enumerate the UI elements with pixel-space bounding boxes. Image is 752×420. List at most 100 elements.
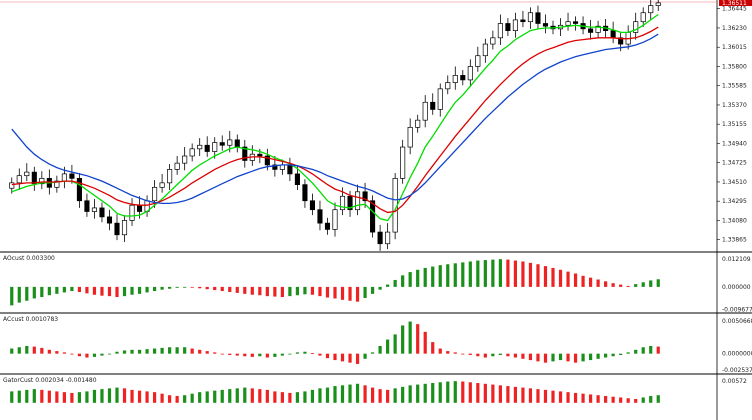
candle[interactable] bbox=[497, 14, 503, 45]
accust-pane[interactable] bbox=[10, 321, 660, 364]
candle[interactable] bbox=[91, 198, 97, 219]
gatorcust-bar bbox=[476, 383, 480, 403]
price-pane[interactable] bbox=[0, 0, 716, 251]
candle[interactable] bbox=[31, 166, 37, 191]
candle[interactable] bbox=[640, 7, 646, 28]
candle[interactable] bbox=[573, 16, 579, 31]
candle[interactable] bbox=[482, 38, 488, 63]
candle[interactable] bbox=[24, 163, 30, 182]
candle[interactable] bbox=[437, 83, 443, 117]
candle[interactable] bbox=[542, 14, 549, 34]
candle[interactable] bbox=[565, 12, 571, 31]
candle[interactable] bbox=[99, 202, 105, 223]
gatorcust-pane[interactable] bbox=[10, 381, 660, 403]
candle[interactable] bbox=[39, 171, 45, 190]
candle[interactable] bbox=[114, 214, 120, 241]
candle[interactable] bbox=[505, 18, 511, 37]
candle[interactable] bbox=[580, 16, 586, 35]
gatorcust-bar bbox=[265, 389, 269, 403]
candle[interactable] bbox=[242, 139, 248, 168]
candle[interactable] bbox=[76, 173, 82, 208]
candle[interactable] bbox=[16, 168, 22, 191]
candle[interactable] bbox=[317, 200, 323, 231]
candle[interactable] bbox=[385, 223, 391, 250]
candle-body bbox=[460, 75, 466, 81]
candle[interactable] bbox=[633, 12, 639, 40]
gatorcust-bar bbox=[92, 389, 97, 403]
candle[interactable] bbox=[490, 30, 496, 50]
candle[interactable] bbox=[249, 145, 255, 166]
aocust-pane[interactable] bbox=[10, 259, 660, 306]
candle[interactable] bbox=[324, 217, 331, 235]
candle[interactable] bbox=[9, 177, 15, 194]
candle[interactable] bbox=[355, 184, 361, 216]
gatorcust-bar bbox=[325, 387, 330, 403]
candle[interactable] bbox=[422, 95, 428, 128]
candle[interactable] bbox=[595, 20, 601, 38]
candle[interactable] bbox=[167, 164, 173, 191]
candle-body bbox=[16, 175, 22, 184]
candle[interactable] bbox=[174, 155, 180, 175]
candle[interactable] bbox=[332, 202, 338, 237]
accust-bar bbox=[408, 321, 412, 354]
candle[interactable] bbox=[655, 0, 661, 11]
candle[interactable] bbox=[84, 193, 90, 217]
aocust-bar bbox=[325, 286, 330, 298]
aocust-bar bbox=[566, 271, 570, 287]
candle[interactable] bbox=[287, 157, 293, 182]
candle[interactable] bbox=[189, 143, 195, 162]
candle[interactable] bbox=[219, 135, 225, 151]
accust-bar bbox=[318, 353, 322, 356]
candle[interactable] bbox=[535, 5, 541, 29]
candle[interactable] bbox=[197, 138, 203, 156]
candle[interactable] bbox=[144, 195, 150, 217]
gatorcust-bar bbox=[355, 383, 360, 403]
accust-bar bbox=[468, 353, 472, 355]
candle[interactable] bbox=[407, 118, 413, 155]
candle-body bbox=[339, 195, 346, 211]
candle[interactable] bbox=[302, 179, 308, 208]
candle[interactable] bbox=[527, 7, 533, 29]
candle-body bbox=[640, 12, 646, 23]
candle[interactable] bbox=[106, 209, 113, 231]
accust-bar bbox=[145, 349, 149, 354]
aocust-bar bbox=[310, 286, 315, 295]
candle[interactable] bbox=[415, 114, 421, 133]
candle[interactable] bbox=[370, 195, 376, 238]
candle[interactable] bbox=[452, 66, 458, 90]
candle-body bbox=[69, 173, 75, 179]
candle[interactable] bbox=[377, 224, 383, 251]
aocust-axis-label: 0.012109 bbox=[722, 256, 751, 263]
candle[interactable] bbox=[648, 0, 654, 20]
candle[interactable] bbox=[54, 175, 60, 193]
candle[interactable] bbox=[212, 137, 218, 159]
candle[interactable] bbox=[512, 12, 518, 38]
candle[interactable] bbox=[400, 139, 406, 184]
candle-body bbox=[197, 144, 203, 150]
candle[interactable] bbox=[475, 46, 481, 72]
candle[interactable] bbox=[467, 59, 473, 88]
candle[interactable] bbox=[460, 70, 466, 86]
candle[interactable] bbox=[234, 134, 240, 153]
candle[interactable] bbox=[430, 93, 436, 115]
candle[interactable] bbox=[309, 193, 315, 216]
candle[interactable] bbox=[121, 215, 128, 242]
candle[interactable] bbox=[129, 198, 135, 226]
candle[interactable] bbox=[588, 19, 594, 40]
candle[interactable] bbox=[204, 136, 210, 157]
aocust-bar bbox=[295, 286, 300, 296]
aocust-bar bbox=[265, 286, 269, 297]
candle-body bbox=[370, 200, 376, 233]
candle[interactable] bbox=[610, 21, 616, 44]
aocust-bar bbox=[47, 286, 51, 296]
candle[interactable] bbox=[520, 10, 526, 28]
accust-bar bbox=[551, 353, 555, 362]
candle[interactable] bbox=[182, 147, 188, 171]
candle[interactable] bbox=[445, 75, 451, 95]
accust-bar bbox=[521, 353, 525, 359]
price-tick-label: 1.35800 bbox=[722, 63, 747, 70]
candle[interactable] bbox=[159, 173, 165, 193]
price-tick-label: 1.34080 bbox=[722, 217, 747, 224]
